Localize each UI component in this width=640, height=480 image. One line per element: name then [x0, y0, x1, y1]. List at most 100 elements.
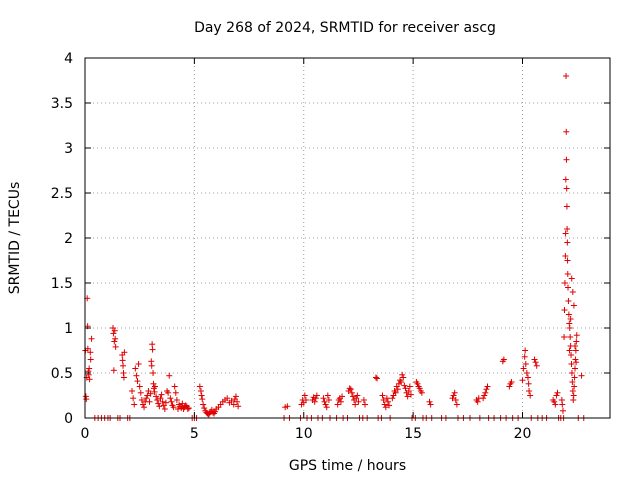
data-point [149, 346, 156, 353]
data-point [320, 395, 327, 402]
data-point [559, 407, 566, 414]
data-point [563, 203, 570, 210]
data-point [381, 401, 388, 408]
x-tick-label: 15 [404, 426, 422, 442]
data-point [520, 365, 527, 372]
data-point [158, 391, 165, 398]
data-point [561, 307, 568, 313]
data-point [86, 365, 93, 372]
data-point [349, 393, 356, 400]
x-tick-label: 20 [514, 426, 532, 442]
data-point [427, 401, 434, 408]
data-point [179, 400, 186, 407]
data-point [562, 176, 569, 183]
data-point [324, 392, 331, 399]
data-point [572, 347, 579, 354]
data-point [453, 401, 460, 408]
data-point [569, 379, 576, 385]
data-point [374, 375, 381, 382]
data-point [152, 383, 158, 390]
chart-title: Day 268 of 2024, SRMTID for receiver asc… [194, 20, 496, 36]
data-point [354, 392, 361, 399]
data-point [571, 383, 578, 390]
data-point [120, 374, 127, 381]
data-point [563, 156, 570, 163]
data-point [481, 392, 488, 399]
data-point [561, 334, 568, 340]
data-point [394, 386, 401, 393]
data-point [347, 386, 354, 393]
data-point [571, 374, 578, 381]
data-point [132, 365, 139, 372]
data-point [452, 397, 459, 403]
data-point [559, 401, 566, 408]
data-point [405, 388, 412, 394]
data-point [578, 372, 585, 379]
data-point [138, 397, 145, 403]
data-point [208, 406, 215, 413]
y-tick-label: 0 [64, 411, 73, 427]
data-point [168, 398, 175, 405]
y-tick-label: 4 [64, 51, 73, 67]
data-point [567, 334, 574, 340]
data-point [353, 395, 360, 402]
data-point [372, 374, 379, 381]
data-point [155, 400, 162, 407]
y-tick-label: 0.5 [51, 366, 73, 382]
data-point [119, 357, 126, 364]
data-point [562, 230, 569, 237]
data-point [111, 327, 118, 334]
axis-ticks: 0 5 10 15 20 0 0.5 1 1.5 2 2.5 3 3.5 4 [51, 51, 610, 442]
data-point [131, 401, 138, 408]
data-point [321, 398, 328, 405]
data-point [224, 395, 231, 402]
data-point [480, 395, 487, 402]
data-point [563, 185, 570, 192]
data-point [532, 359, 539, 366]
data-point [352, 401, 359, 408]
data-points [82, 73, 587, 421]
data-point [173, 397, 180, 403]
data-point [564, 226, 571, 232]
data-point [450, 392, 457, 399]
data-point [524, 374, 531, 381]
data-point [527, 392, 534, 399]
y-axis-label: SRMTID / TECUs [7, 182, 23, 295]
data-point [564, 239, 571, 246]
data-point [137, 389, 144, 396]
data-point [564, 257, 571, 264]
data-point [451, 389, 458, 396]
data-point [573, 332, 580, 339]
data-point [398, 379, 405, 385]
x-tick-label: 10 [295, 426, 313, 442]
data-point [334, 401, 341, 408]
data-point [136, 383, 143, 390]
data-point [519, 377, 526, 384]
data-point [380, 397, 387, 403]
data-point [523, 370, 530, 376]
data-point [147, 390, 154, 397]
data-point [563, 128, 570, 135]
data-point [348, 389, 355, 396]
data-point [379, 392, 386, 399]
data-point [474, 398, 481, 405]
data-point [157, 395, 164, 402]
data-point [325, 397, 332, 403]
data-point [573, 338, 580, 345]
data-point [522, 347, 529, 354]
x-axis-label: GPS time / hours [289, 458, 406, 474]
data-point [568, 361, 575, 367]
y-tick-label: 3 [64, 141, 73, 157]
data-point [212, 408, 219, 415]
data-point [399, 371, 406, 378]
data-point [346, 385, 353, 392]
data-point [159, 398, 166, 405]
data-point [141, 404, 148, 411]
data-point [337, 398, 344, 405]
data-point [162, 399, 169, 406]
data-point [120, 362, 127, 369]
data-point [508, 379, 515, 385]
data-point [312, 395, 319, 402]
data-point [552, 401, 559, 408]
